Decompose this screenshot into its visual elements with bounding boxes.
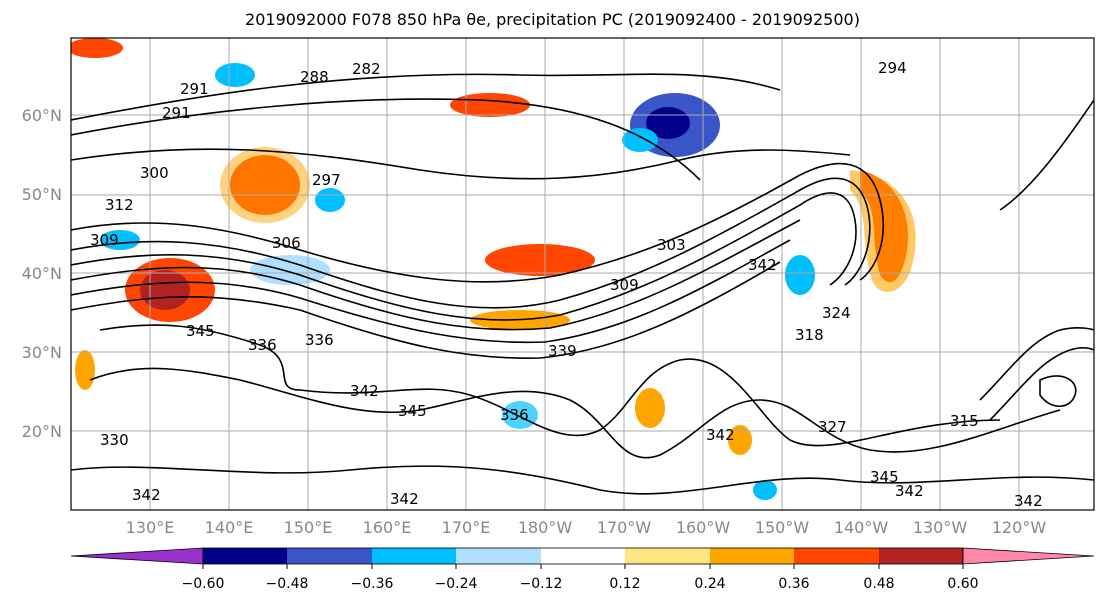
lon-label-150e: 150°E — [283, 518, 333, 537]
contour-label: 309 — [90, 231, 119, 249]
colorbar-tick-label: 0.36 — [778, 576, 810, 592]
colorbar-tick-label: 0.24 — [694, 576, 726, 592]
colorbar-tick-label: −0.24 — [434, 576, 478, 592]
colorbar-segment — [541, 548, 625, 564]
colorbar-tick-label: −0.60 — [181, 576, 225, 592]
colorbar-tick-label: 0.48 — [863, 576, 895, 592]
negative-pc-blob — [502, 401, 538, 429]
contour-label: 318 — [795, 326, 824, 344]
lat-label-30n: 30°N — [21, 343, 62, 362]
lon-label-130e: 130°E — [125, 518, 175, 537]
positive-pc-blob — [485, 244, 595, 276]
lat-label-20n: 20°N — [21, 422, 62, 441]
contour-label: 327 — [818, 418, 847, 436]
contour-label: 339 — [548, 342, 577, 360]
negative-pc-blob — [215, 63, 255, 87]
positive-pc-blob — [71, 38, 123, 58]
contour-label: 342 — [706, 426, 735, 444]
positive-pc-blob — [450, 93, 530, 117]
lon-label-140w: 140°W — [833, 518, 889, 537]
contour-label: 342 — [132, 486, 161, 504]
contour-label: 306 — [272, 234, 301, 252]
precipitation-pc-shading — [71, 38, 916, 500]
lon-label-150w: 150°W — [754, 518, 810, 537]
map-background — [71, 38, 1094, 510]
contour-label: 294 — [878, 59, 907, 77]
colorbar-segment — [625, 548, 710, 564]
contour-label: 291 — [162, 104, 191, 122]
contour-label: 324 — [822, 304, 851, 322]
lat-label-40n: 40°N — [21, 264, 62, 283]
contour-label: 291 — [180, 80, 209, 98]
positive-pc-blob — [728, 425, 752, 455]
contour-label: 336 — [500, 406, 529, 424]
lon-label-120w: 120°W — [991, 518, 1047, 537]
contour-label: 297 — [312, 171, 341, 189]
colorbar-segment — [372, 548, 456, 564]
map-frame — [70, 37, 1095, 511]
negative-pc-blob — [785, 255, 815, 295]
contour-label: 288 — [300, 68, 329, 86]
contour-label: 342 — [390, 490, 419, 508]
colorbar-tick-label: −0.48 — [265, 576, 309, 592]
colorbar-extend-max — [962, 547, 1095, 565]
map-gridlines — [71, 38, 1094, 510]
contour-label: 342 — [895, 482, 924, 500]
lat-label-60n: 60°N — [21, 106, 62, 125]
colorbar-tick-label: 0.60 — [947, 576, 979, 592]
contour-label: 345 — [870, 468, 899, 486]
colorbar-extend-min — [70, 547, 204, 565]
lon-label-180w: 180°W — [517, 518, 573, 537]
contour-label: 336 — [248, 336, 277, 354]
colorbar-segment — [456, 548, 541, 564]
contour-label: 309 — [610, 276, 639, 294]
lon-label-160w: 160°W — [675, 518, 731, 537]
contour-label: 303 — [657, 236, 686, 254]
colorbar-tick-label: 0.12 — [609, 576, 641, 592]
theta-e-contours — [71, 73, 1094, 495]
contour-label: 330 — [100, 431, 129, 449]
negative-pc-blob — [753, 480, 777, 500]
colorbar-segment — [794, 548, 879, 564]
negative-pc-blob — [315, 188, 345, 212]
contour-label: 300 — [140, 164, 169, 182]
contour-label: 342 — [350, 382, 379, 400]
colorbar — [70, 547, 1095, 569]
positive-pc-blob — [75, 350, 95, 390]
contour-label: 282 — [352, 60, 381, 78]
colorbar-tick-label: −0.12 — [519, 576, 563, 592]
colorbar-segment — [203, 548, 287, 564]
lon-label-160e: 160°E — [362, 518, 412, 537]
positive-pc-blob — [140, 270, 190, 310]
colorbar-segment — [879, 548, 963, 564]
contour-labels: 291 288 282 294 291 300 297 312 309 306 … — [90, 59, 1043, 510]
lon-label-170w: 170°W — [596, 518, 652, 537]
contour-label: 342 — [1014, 492, 1043, 510]
contour-label: 336 — [305, 331, 334, 349]
contour-label: 345 — [398, 402, 427, 420]
negative-pc-blob — [622, 128, 658, 152]
colorbar-tick-label: −0.36 — [350, 576, 394, 592]
colorbar-segment — [287, 548, 372, 564]
lat-label-50n: 50°N — [21, 185, 62, 204]
lon-label-170e: 170°E — [441, 518, 491, 537]
negative-pc-blob — [100, 230, 140, 250]
positive-pc-blob — [220, 147, 310, 223]
lon-label-140e: 140°E — [204, 518, 254, 537]
positive-pc-blob — [635, 388, 665, 428]
colorbar-segment — [710, 548, 794, 564]
lon-label-130w: 130°W — [912, 518, 968, 537]
colorbar-frame — [202, 547, 964, 565]
contour-label: 345 — [186, 322, 215, 340]
figure-title: 2019092000 F078 850 hPa θe, precipitatio… — [245, 10, 860, 29]
contour-label: 312 — [105, 196, 134, 214]
contour-label: 315 — [950, 412, 979, 430]
contour-label: 342 — [748, 256, 777, 274]
